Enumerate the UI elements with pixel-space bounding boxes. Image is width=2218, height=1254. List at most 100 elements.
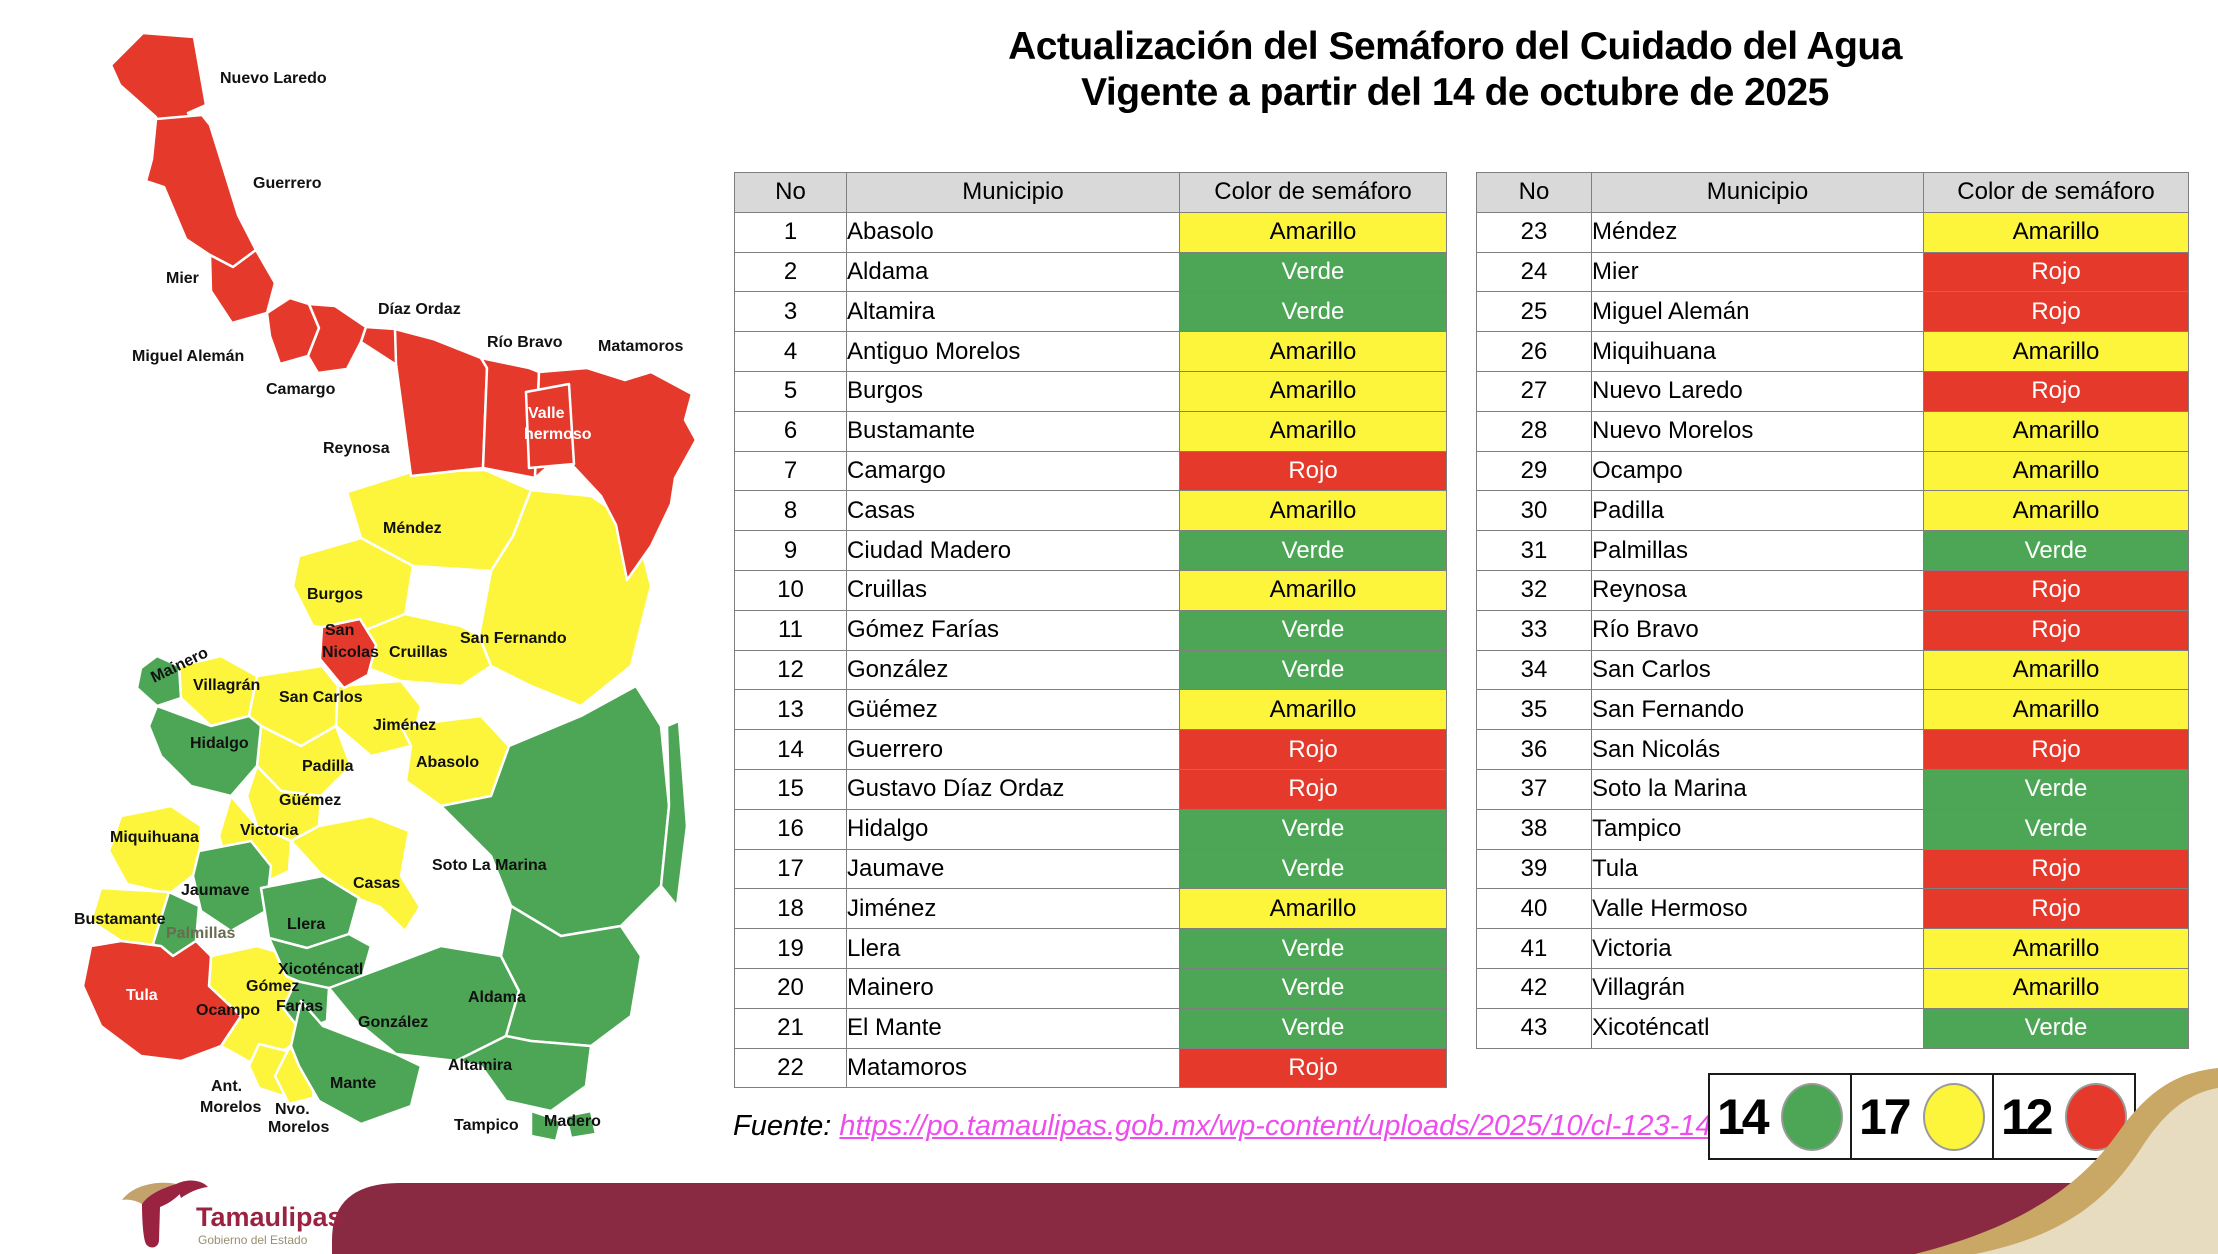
cell-no: 40 (1476, 888, 1592, 930)
table-row: 9 Ciudad Madero Verde (734, 530, 1447, 571)
logo-maroon-ribbon (142, 1184, 186, 1248)
title-line2: Vigente a partir del 14 de octubre de 20… (1081, 70, 1829, 114)
cell-municipio: Hidalgo (846, 808, 1180, 850)
header-no: No (734, 172, 847, 213)
logo-wordmark: Tamaulipas (196, 1202, 343, 1232)
municipality-xicotencatl (267, 932, 373, 993)
table-row: 1 Abasolo Amarillo (734, 211, 1447, 253)
map-label: Camargo (266, 381, 336, 398)
cell-semaforo-color: Verde (1179, 291, 1447, 333)
map-label: San (325, 622, 354, 639)
cell-semaforo-color: Rojo (1923, 729, 2189, 770)
map-label: Güémez (279, 792, 341, 809)
table-row: 4 Antiguo Morelos Amarillo (734, 331, 1447, 372)
legend-cell-amarillo: 17 (1852, 1075, 1994, 1158)
legend-count-verde: 14 (1717, 1088, 1770, 1145)
map-label: Casas (353, 875, 400, 892)
cell-no: 33 (1476, 609, 1592, 651)
cell-no: 42 (1476, 967, 1592, 1009)
table-row: 33 Río Bravo Rojo (1476, 609, 2189, 651)
cell-no: 4 (734, 331, 847, 372)
cell-semaforo-color: Verde (1179, 848, 1447, 890)
municipality-tampico (529, 1109, 563, 1143)
table-row: 2 Aldama Verde (734, 251, 1447, 293)
cell-no: 9 (734, 530, 847, 571)
cell-municipio: Victoria (1591, 928, 1924, 969)
cell-no: 24 (1476, 251, 1592, 293)
cell-no: 8 (734, 490, 847, 532)
cell-no: 7 (734, 450, 847, 492)
cell-no: 27 (1476, 370, 1592, 412)
page-title: Actualización del Semáforo del Cuidado d… (740, 24, 2170, 115)
cell-semaforo-color: Rojo (1923, 569, 2189, 611)
municipality-guerrero (144, 113, 258, 269)
cell-municipio: Ocampo (1591, 450, 1924, 492)
cell-semaforo-color: Rojo (1179, 1047, 1447, 1089)
cell-no: 11 (734, 609, 847, 651)
header-color: Color de semáforo (1923, 172, 2189, 213)
semaforo-table-right: No Municipio Color de semáforo 23 Méndez A… (1476, 172, 2189, 1049)
cell-semaforo-color: Rojo (1923, 609, 2189, 651)
map-label: San Fernando (460, 630, 567, 647)
cell-municipio: Cruillas (846, 569, 1180, 611)
cell-municipio: Miguel Alemán (1591, 291, 1924, 333)
cell-semaforo-color: Verde (1923, 530, 2189, 571)
map-label: Nicolas (322, 644, 379, 661)
cell-no: 30 (1476, 490, 1592, 532)
cell-semaforo-color: Verde (1923, 1007, 2189, 1049)
cell-semaforo-color: Verde (1179, 1007, 1447, 1049)
table-row: 25 Miguel Alemán Rojo (1476, 291, 2189, 333)
table-row: 15 Gustavo Díaz Ordaz Rojo (734, 768, 1447, 810)
map-label: Miguel Alemán (132, 348, 244, 365)
cell-municipio: Padilla (1591, 490, 1924, 532)
semaforo-legend: 14 17 12 (1708, 1073, 2136, 1160)
cell-no: 1 (734, 211, 847, 253)
municipality-altamira (454, 1034, 593, 1113)
cell-semaforo-color: Amarillo (1923, 211, 2189, 253)
table-row: 12 González Verde (734, 649, 1447, 691)
map-label: Cruillas (389, 644, 448, 661)
cell-municipio: Antiguo Morelos (846, 331, 1180, 372)
map-label: Nuevo Laredo (220, 70, 327, 87)
cell-semaforo-color: Amarillo (1179, 410, 1447, 452)
map-label: Abasolo (416, 754, 479, 771)
cell-no: 41 (1476, 928, 1592, 969)
source-link[interactable]: https://po.tamaulipas.gob.mx/wp-content/… (839, 1110, 1825, 1142)
map-label: Morelos (268, 1119, 329, 1136)
cell-semaforo-color: Verde (1179, 251, 1447, 293)
cell-semaforo-color: Amarillo (1179, 689, 1447, 731)
cell-municipio: Aldama (846, 251, 1180, 293)
cell-no: 43 (1476, 1007, 1592, 1049)
cell-semaforo-color: Amarillo (1923, 967, 2189, 1009)
cell-municipio: Altamira (846, 291, 1180, 333)
cell-no: 13 (734, 689, 847, 731)
cell-no: 25 (1476, 291, 1592, 333)
cell-municipio: Jiménez (846, 888, 1180, 930)
header-no: No (1476, 172, 1592, 213)
map-label: Mier (166, 270, 199, 287)
table-row: 27 Nuevo Laredo Rojo (1476, 370, 2189, 412)
map-label: Valle (528, 405, 565, 422)
map-label: Aldama (468, 989, 526, 1006)
map-label: Madero (544, 1113, 601, 1130)
header-color: Color de semáforo (1179, 172, 1447, 213)
cell-semaforo-color: Rojo (1179, 450, 1447, 492)
table-row: 13 Güémez Amarillo (734, 689, 1447, 731)
table-row: 3 Altamira Verde (734, 291, 1447, 333)
table-row: 22 Matamoros Rojo (734, 1047, 1447, 1089)
cell-no: 28 (1476, 410, 1592, 452)
cell-municipio: Reynosa (1591, 569, 1924, 611)
municipality-san-nicolas (318, 617, 378, 690)
cell-municipio: San Nicolás (1591, 729, 1924, 770)
cell-no: 19 (734, 928, 847, 969)
cell-no: 36 (1476, 729, 1592, 770)
table-row: 39 Tula Rojo (1476, 848, 2189, 890)
municipality-cruillas (359, 612, 493, 688)
table-row: 34 San Carlos Amarillo (1476, 649, 2189, 691)
cell-semaforo-color: Verde (1923, 768, 2189, 810)
table-row: 18 Jiménez Amarillo (734, 888, 1447, 930)
title-line1: Actualización del Semáforo del Cuidado d… (1008, 25, 1902, 68)
cell-municipio: Mainero (846, 967, 1180, 1009)
cell-semaforo-color: Amarillo (1923, 928, 2189, 969)
map-label: Villagrán (193, 677, 260, 694)
